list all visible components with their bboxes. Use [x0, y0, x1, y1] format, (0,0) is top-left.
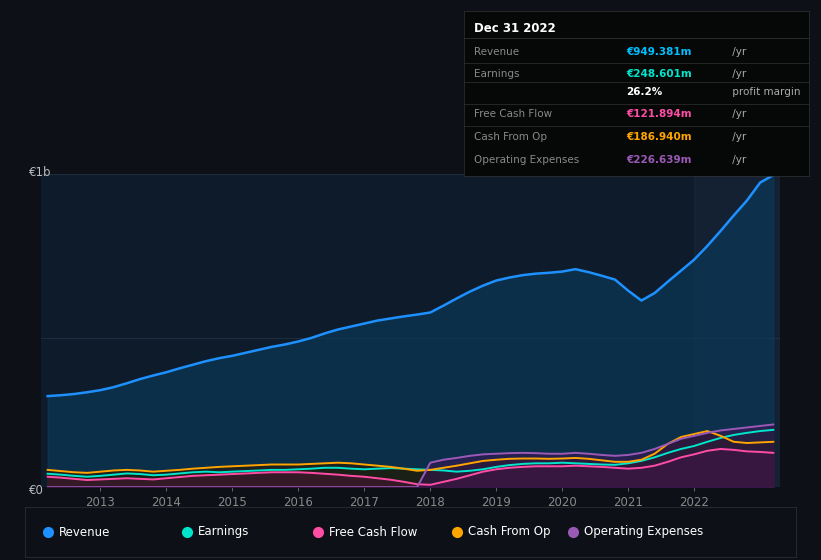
Text: €0: €0 — [29, 484, 44, 497]
Text: Dec 31 2022: Dec 31 2022 — [475, 22, 556, 35]
Text: €186.940m: €186.940m — [626, 132, 691, 142]
Text: 26.2%: 26.2% — [626, 87, 663, 97]
Text: €121.894m: €121.894m — [626, 109, 691, 119]
Text: /yr: /yr — [729, 155, 746, 165]
Text: Earnings: Earnings — [199, 525, 250, 539]
Text: /yr: /yr — [729, 132, 746, 142]
Text: Revenue: Revenue — [59, 525, 111, 539]
Text: Cash From Op: Cash From Op — [469, 525, 551, 539]
Text: Revenue: Revenue — [475, 46, 520, 57]
Text: Free Cash Flow: Free Cash Flow — [475, 109, 553, 119]
Text: Operating Expenses: Operating Expenses — [585, 525, 704, 539]
Text: Earnings: Earnings — [475, 69, 520, 80]
Text: Cash From Op: Cash From Op — [475, 132, 548, 142]
Text: /yr: /yr — [729, 69, 746, 80]
Text: €226.639m: €226.639m — [626, 155, 691, 165]
Text: /yr: /yr — [729, 109, 746, 119]
Text: €949.381m: €949.381m — [626, 46, 691, 57]
Text: €248.601m: €248.601m — [626, 69, 691, 80]
Text: €1b: €1b — [29, 166, 51, 179]
Text: Operating Expenses: Operating Expenses — [475, 155, 580, 165]
Text: profit margin: profit margin — [729, 87, 800, 97]
Text: Free Cash Flow: Free Cash Flow — [329, 525, 418, 539]
Bar — [695, 174, 780, 487]
Text: /yr: /yr — [729, 46, 746, 57]
